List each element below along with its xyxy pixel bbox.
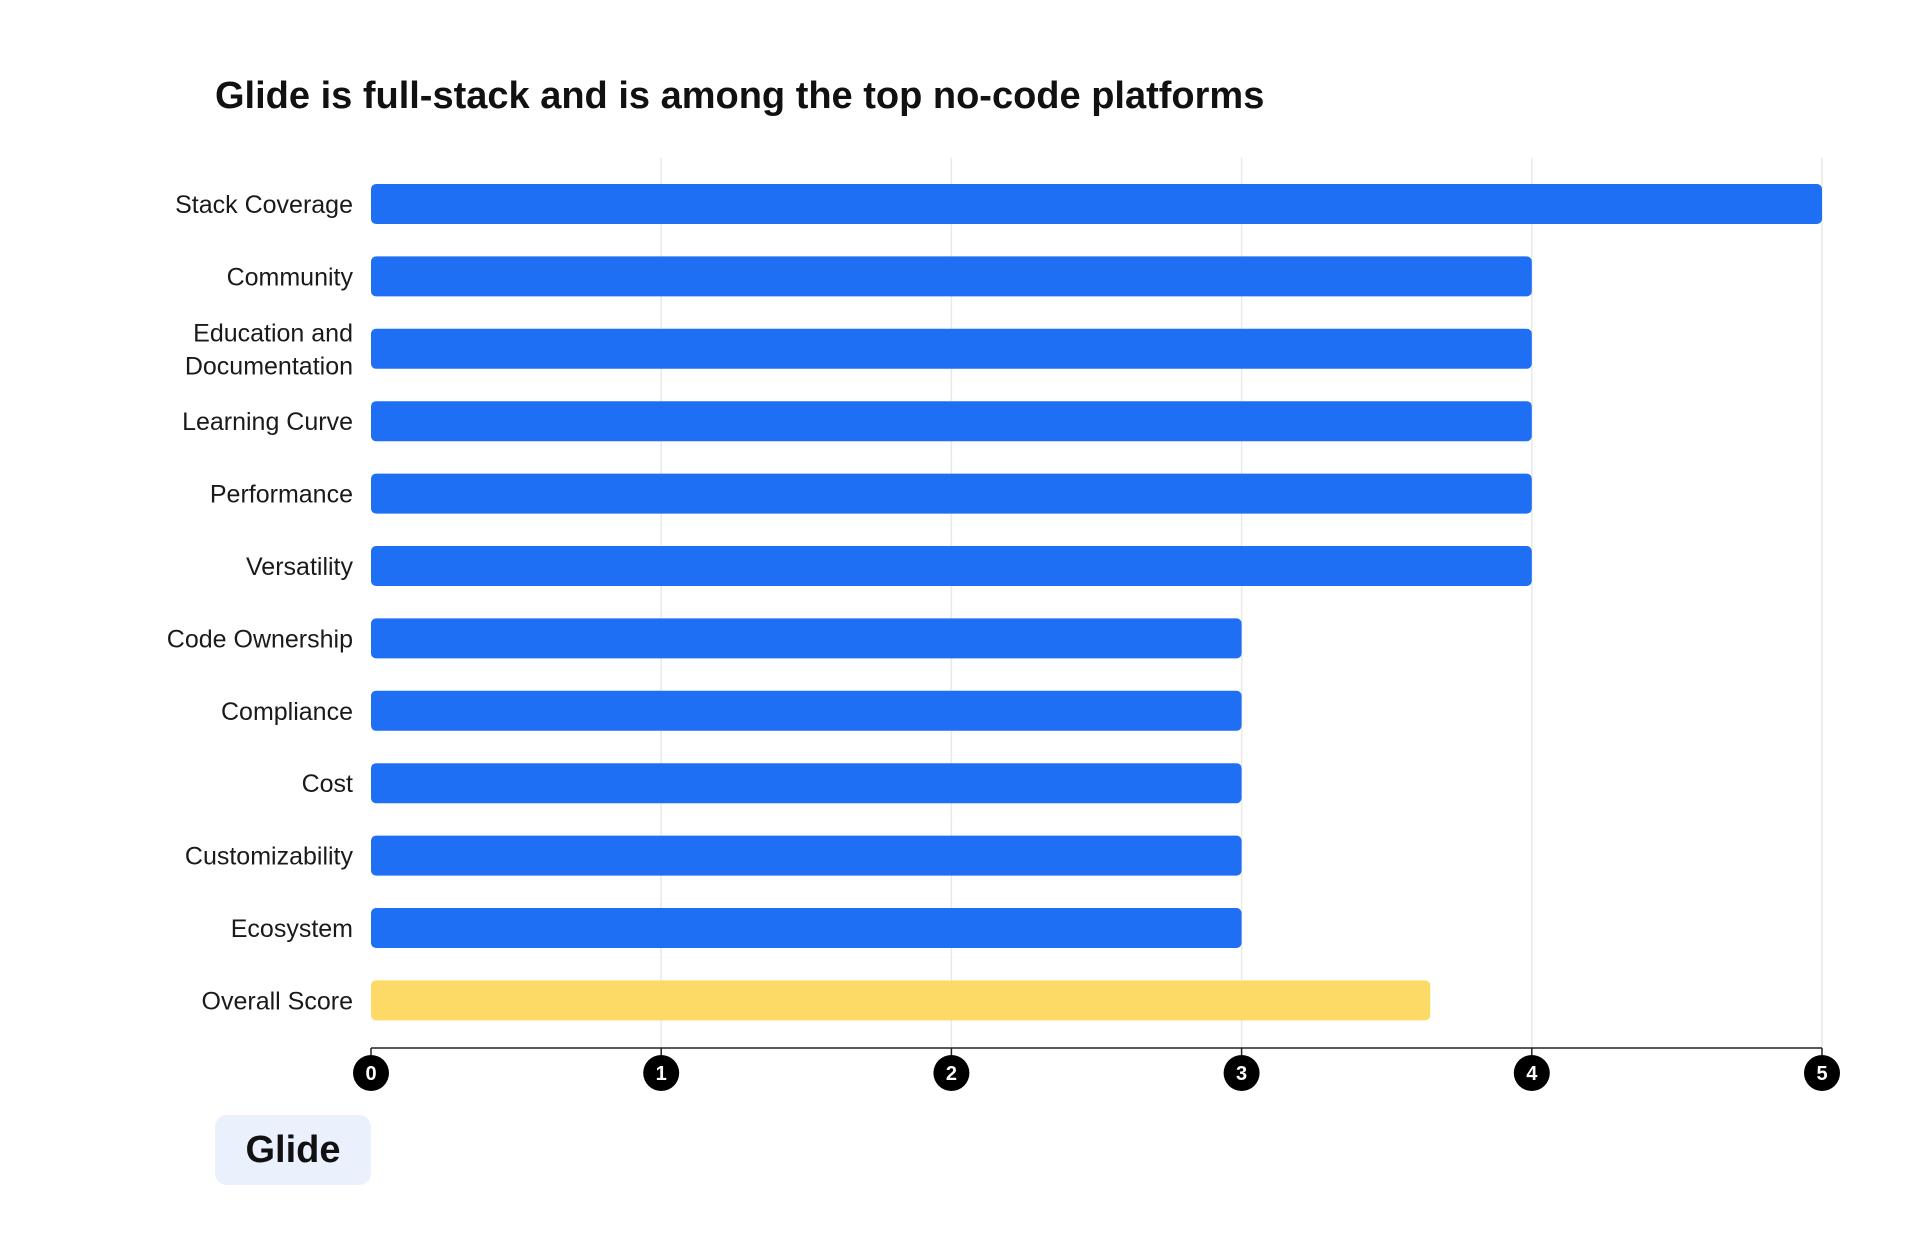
- category-label: Versatility: [246, 553, 353, 581]
- category-label-line: Overall Score: [202, 987, 353, 1015]
- bar: [371, 184, 1822, 224]
- category-label: Code Ownership: [167, 625, 353, 653]
- x-axis-ticks: 0 1 2 3 4 5: [353, 1048, 1840, 1091]
- bar: [371, 618, 1242, 659]
- category-label: Community: [227, 263, 354, 291]
- chart-title: Glide is full-stack and is among the top…: [215, 75, 1264, 117]
- category-label: Ecosystem: [231, 915, 353, 943]
- category-label-line: Versatility: [246, 553, 353, 581]
- category-label-line: Ecosystem: [231, 915, 353, 943]
- bar: [371, 763, 1242, 804]
- category-label-line: Education and: [193, 319, 353, 347]
- bar: [371, 473, 1532, 514]
- grid-lines: [660, 157, 1823, 1048]
- bar: [371, 690, 1242, 731]
- category-label-line: Learning Curve: [182, 408, 353, 436]
- category-label-line: Community: [227, 263, 354, 291]
- bar: [371, 980, 1431, 1021]
- category-label-line: Cost: [302, 770, 353, 798]
- legend: Glide: [215, 1115, 371, 1185]
- category-label-line: Stack Coverage: [175, 191, 353, 219]
- bar: [371, 546, 1532, 586]
- tick-label: 1: [656, 1063, 667, 1085]
- category-label: Learning Curve: [182, 408, 353, 436]
- tick-label: 0: [365, 1063, 376, 1085]
- tick-label: 2: [946, 1063, 957, 1085]
- bar: [371, 328, 1532, 369]
- bar: [371, 908, 1242, 948]
- tick-marker: [933, 1055, 970, 1091]
- category-label-line: Customizability: [185, 843, 354, 871]
- category-label: Cost: [302, 770, 353, 798]
- tick-marker: [643, 1055, 680, 1091]
- tick-marker: [1223, 1055, 1260, 1091]
- category-label: Performance: [210, 481, 353, 509]
- category-label: Stack Coverage: [175, 191, 353, 219]
- bar: [371, 835, 1242, 876]
- tick-label: 3: [1236, 1063, 1247, 1085]
- tick-label: 5: [1816, 1063, 1827, 1085]
- category-label-line: Compliance: [221, 698, 353, 726]
- bar: [371, 401, 1532, 442]
- bars: [371, 184, 1822, 1021]
- tick-marker: [353, 1055, 389, 1091]
- category-label: Education and Documentation: [185, 319, 353, 380]
- category-label-line: Code Ownership: [167, 625, 353, 653]
- category-label: Customizability: [185, 843, 354, 871]
- category-label: Overall Score: [202, 987, 353, 1015]
- category-labels: Stack Coverage Community Education and Docu…: [167, 191, 354, 1015]
- tick-marker: [1513, 1055, 1550, 1091]
- tick-label: 4: [1526, 1063, 1538, 1085]
- bar: [371, 256, 1532, 297]
- category-label: Compliance: [221, 698, 353, 726]
- tick-marker: [1804, 1055, 1840, 1091]
- legend-label: Glide: [245, 1128, 341, 1171]
- category-label-line: Documentation: [185, 352, 353, 380]
- category-label-line: Performance: [210, 481, 353, 509]
